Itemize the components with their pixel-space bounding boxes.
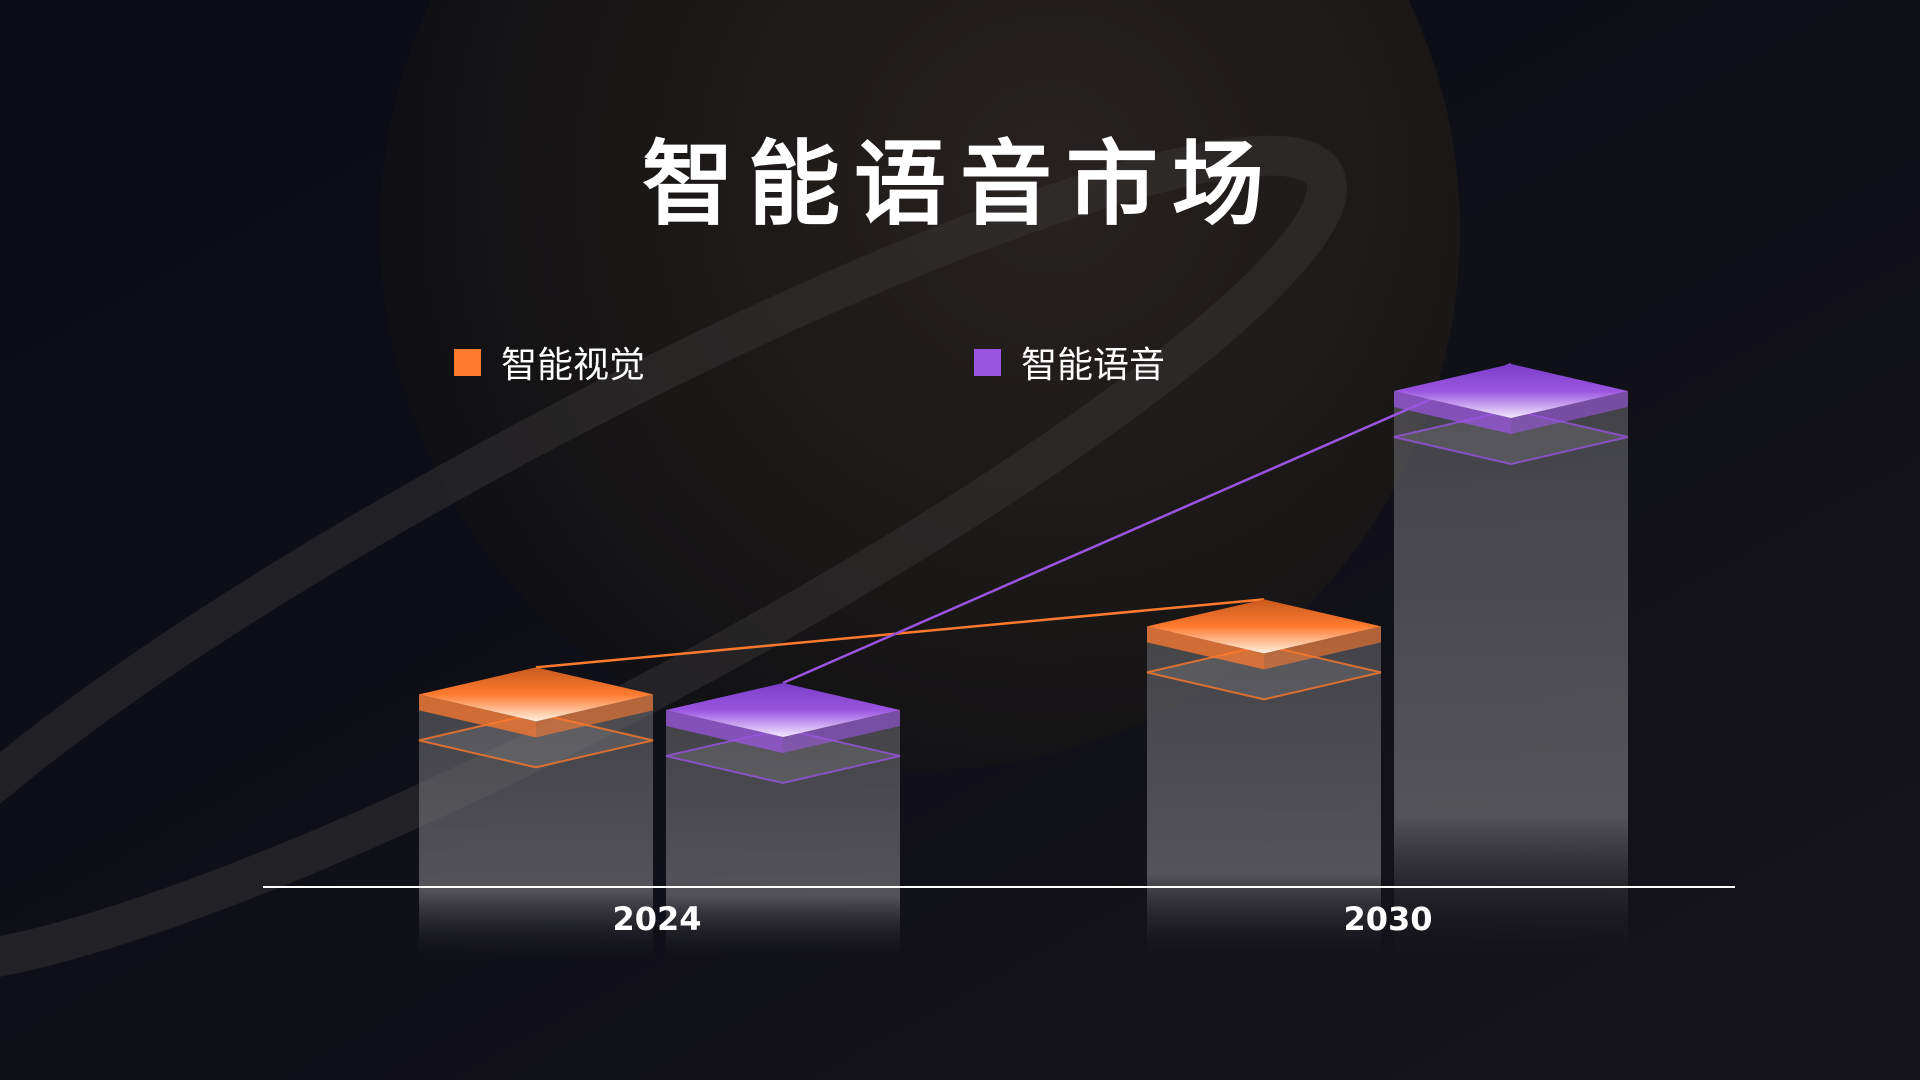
bar-2024-0-reflection [418, 712, 654, 769]
chart-title: 智能语音市场 [641, 131, 1278, 238]
bar-2030-0-top [1147, 599, 1381, 654]
x-tick-label-2024: 2024 [612, 900, 701, 938]
legend-item-voice: 智能语音 [974, 336, 1165, 388]
bar-2030-1-column [1394, 391, 1628, 957]
legend-swatch-voice [974, 348, 1001, 376]
legend-swatch-vision [454, 348, 481, 376]
bar-2024-1-reflection [665, 728, 901, 785]
x-tick-label-2030: 2030 [1343, 900, 1432, 938]
bar-2030-1-side-right [1511, 391, 1628, 434]
trend-line-1 [782, 362, 1512, 685]
bar-2024-1-side-left [666, 710, 783, 754]
legend-item-vision: 智能视觉 [454, 336, 645, 388]
bar-2030-1-reflection [1393, 408, 1629, 466]
bar-2030-0-reflection [1146, 644, 1382, 701]
legend-label-vision: 智能视觉 [501, 345, 646, 386]
bar-2030-1-top [1394, 364, 1628, 418]
bar-2024-0-side-right [536, 694, 653, 738]
bar-2030-0-side-left [1147, 626, 1264, 670]
planet-ring [0, 135, 1347, 985]
bar-2024-0-column [419, 694, 653, 957]
legend-label-voice: 智能语音 [1021, 345, 1166, 386]
bar-2024-1-side-right [783, 710, 900, 754]
bar-2024-1-top [666, 683, 900, 738]
planet [380, 0, 1460, 770]
bar-2024-0-top [419, 667, 653, 722]
bar-2030-0-side-right [1264, 626, 1381, 670]
bar-2030-1-side-left [1394, 391, 1511, 434]
trend-line-0 [535, 598, 1265, 669]
bar-2024-0-side-left [419, 694, 536, 738]
